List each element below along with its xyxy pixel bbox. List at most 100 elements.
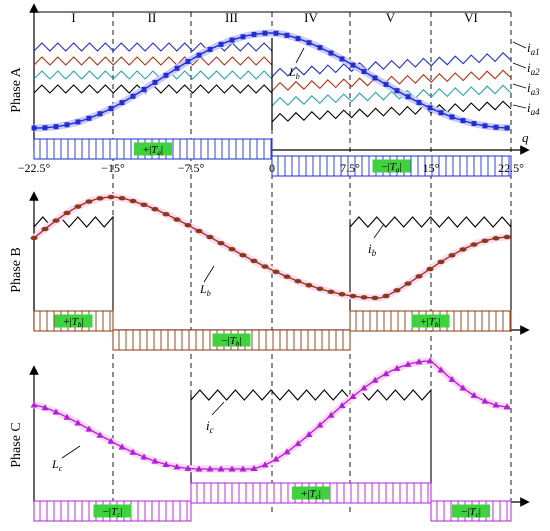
- phase-b-inductance-marker: [459, 247, 467, 252]
- phase-a-inductance-marker: [218, 41, 224, 47]
- phase-c-inductance-marker: [382, 370, 390, 377]
- zone-label: VI: [464, 10, 478, 25]
- phase-c-inductance-marker: [459, 384, 467, 391]
- phase-c-current-wave: [190, 388, 432, 485]
- torque-label-box: [372, 159, 411, 173]
- phase-a-inductance-marker: [482, 123, 488, 129]
- phase-c-inductance-marker: [162, 460, 170, 467]
- phase-a-inductance-marker: [350, 62, 356, 68]
- phase-c-inductance-halo: [33, 357, 511, 473]
- angle-tick-label: 7.5°: [340, 161, 360, 175]
- phase-b-inductance-marker: [30, 235, 38, 241]
- phase-b-inductance-marker: [305, 283, 313, 288]
- phase-b-inductance-marker: [382, 293, 390, 299]
- phase-c-inductance-marker: [217, 465, 225, 472]
- phase-a-current-labels: ia1 ia2 ia3 ia4: [512, 40, 540, 117]
- phase-c-inductance-marker: [294, 440, 302, 447]
- phase-c-inductance-marker: [316, 421, 324, 428]
- phase-c-inductance-marker: [371, 376, 379, 383]
- phase-c-inductance-marker: [349, 393, 357, 400]
- phase-c-inductance-marker: [415, 358, 423, 365]
- phase-b-torque-strips: +|Tb| −|Tb| +|Tb|: [33, 310, 512, 351]
- phase-c-inductance-marker: [470, 391, 478, 398]
- zone-label: IV: [304, 10, 318, 25]
- phase-b-inductance-marker: [448, 253, 456, 258]
- phase-a-inductance-marker: [416, 100, 422, 106]
- phase-a-inductance-marker: [460, 118, 466, 124]
- angle-tick-label: −15°: [101, 161, 125, 175]
- phase-c-inductance-marker: [173, 463, 181, 470]
- phase-a-inductance-marker: [273, 30, 279, 36]
- phase-b-inductance-marker: [261, 264, 269, 269]
- phase-c-inductance-marker: [492, 401, 500, 408]
- phase-c-inductance-marker: [30, 401, 38, 408]
- phase-b-inductance-marker: [217, 240, 225, 246]
- phase-a-inductance-marker: [152, 79, 158, 85]
- phase-a-inductance-marker: [471, 121, 477, 127]
- phase-b-panel: Phase B +|Tb| −|Tb| +|Tb| Lb ib: [9, 191, 530, 351]
- phase-a-currents: [33, 38, 512, 130]
- phase-b-inductance-marker: [118, 196, 126, 201]
- phase-a-label-pointer: [512, 83, 527, 89]
- phase-c-inductance-marker: [195, 465, 203, 472]
- phase-a-label-pointer: [512, 41, 527, 49]
- phase-a-current-wave: [33, 42, 273, 52]
- phase-a-inductance-marker: [262, 30, 268, 36]
- phase-c-inductance-label: Lc: [51, 457, 63, 473]
- phase-a-inductance-marker: [295, 36, 301, 42]
- phase-b-inductance-marker: [393, 288, 401, 293]
- phase-c-inductance-marker: [107, 437, 115, 444]
- phase-a-inductance-marker: [31, 125, 37, 131]
- phase-c-inductance-marker: [360, 384, 368, 391]
- phase-a-inductance-marker: [75, 119, 81, 125]
- phase-b-inductance-marker: [107, 194, 115, 200]
- angle-tick-label: 0: [269, 161, 275, 175]
- zone-label: II: [148, 10, 157, 25]
- phase-b-inductance-marker: [52, 218, 60, 223]
- zone-dividers: [112, 12, 512, 515]
- phase-c-current: [190, 388, 432, 485]
- phase-a-current-label: ia1: [527, 40, 540, 57]
- axis-var-label: q: [522, 130, 529, 145]
- phase-c-inductance-marker: [393, 364, 401, 371]
- zone-label: III: [225, 10, 238, 25]
- phase-b-current-wave: [33, 215, 114, 310]
- phase-b-inductance-marker: [96, 196, 104, 201]
- phase-a-inductance-marker: [306, 40, 312, 46]
- phase-a-panel: Phase A q +|Ta| −|Ta| Lb ia1 ia2 ia3 ia4 −22…: [9, 3, 540, 177]
- phase-a-current-label: ia4: [527, 100, 540, 117]
- phase-a-inductance-marker: [53, 124, 59, 130]
- phase-a-inductance-marker: [130, 93, 136, 99]
- phase-a-inductance-marker: [207, 46, 213, 52]
- phase-a-inductance-marker: [42, 125, 48, 131]
- phase-b-inductance-marker: [327, 289, 335, 295]
- phase-a-torque-strips: +|Ta| −|Ta|: [33, 138, 512, 177]
- phase-a-inductance-marker: [97, 111, 103, 117]
- phase-a-inductance-marker: [339, 56, 345, 62]
- phase-c-inductance-marker: [96, 431, 104, 438]
- phase-a-inductance-marker: [229, 37, 235, 43]
- phase-c-inductance-marker: [206, 465, 214, 472]
- torque-label-box: [93, 504, 132, 518]
- phase-a-current-wave: [271, 69, 512, 92]
- phase-c-inductance-marker: [305, 431, 313, 438]
- phase-b-inductance-marker: [151, 207, 159, 212]
- torque-label-box: [452, 504, 490, 518]
- phase-a-inductance-curve: [31, 30, 510, 131]
- phase-a-inductance-marker: [394, 88, 400, 94]
- phase-b-inductance-marker: [63, 210, 71, 216]
- phase-c-inductance-marker: [140, 453, 148, 460]
- phase-a-current-label: ia2: [527, 60, 540, 77]
- phase-b-inductance-marker: [272, 269, 280, 275]
- phase-c-inductance-marker: [448, 375, 456, 382]
- phase-b-inductance-marker: [74, 204, 82, 209]
- phase-a-inductance-marker: [174, 65, 180, 71]
- phase-c-inductance-marker: [338, 402, 346, 409]
- phase-c-inductance-marker: [52, 408, 60, 415]
- phase-b-inductance-marker: [250, 258, 258, 264]
- phase-a-inductance-marker: [493, 124, 499, 130]
- phase-b-inductance-marker: [129, 198, 137, 204]
- phase-b-inductance-marker: [195, 228, 203, 234]
- phase-a-inductance-label: Lb: [288, 65, 300, 81]
